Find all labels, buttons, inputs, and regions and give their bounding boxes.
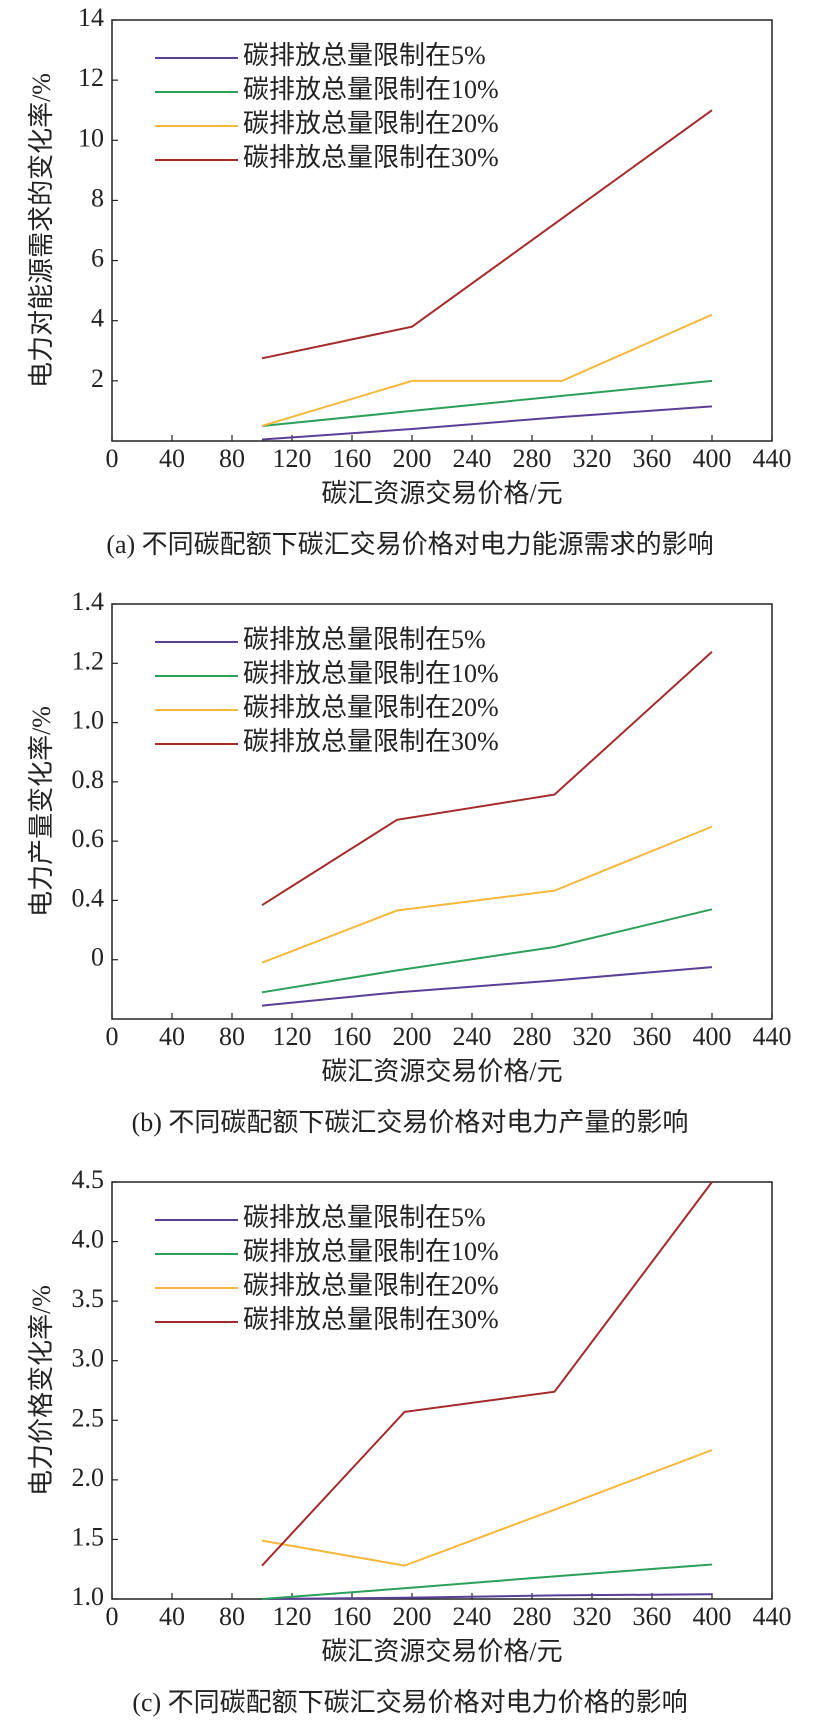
line-series [261, 1563, 713, 1600]
y-tick-label: 6 [91, 244, 104, 273]
legend-label: 碳排放总量限制在20% [243, 109, 499, 138]
x-tick-label: 40 [159, 1602, 185, 1631]
legend-label: 碳排放总量限制在30% [243, 1305, 499, 1334]
legend-label: 碳排放总量限制在20% [243, 1271, 499, 1300]
y-tick-label: 8 [91, 183, 104, 212]
y-tick-label: 1.0 [72, 1582, 105, 1611]
legend-label: 碳排放总量限制在10% [243, 1237, 499, 1266]
line-series [261, 405, 713, 441]
y-axis-label: 电力价格变化率/% [27, 1285, 56, 1496]
legend-label: 碳排放总量限制在5% [243, 1203, 486, 1232]
x-tick-label: 200 [393, 444, 432, 473]
y-axis-label: 电力对能源需求的变化率/% [27, 73, 56, 388]
y-tick-label: 0.8 [72, 765, 105, 794]
x-tick-label: 0 [106, 1602, 119, 1631]
y-tick-label: 0.4 [72, 883, 105, 912]
x-axis-label: 碳汇资源交易价格/元 [321, 1057, 562, 1086]
x-tick-label: 120 [273, 444, 312, 473]
y-tick-label: 0 [91, 943, 104, 972]
line-series [261, 1181, 713, 1567]
y-tick-label: 2 [91, 364, 104, 393]
legend-label: 碳排放总量限制在10% [243, 659, 499, 688]
legend-label: 碳排放总量限制在30% [243, 143, 499, 172]
x-tick-label: 160 [333, 1602, 372, 1631]
x-tick-label: 80 [219, 444, 245, 473]
x-tick-label: 400 [693, 444, 732, 473]
x-tick-label: 40 [159, 1022, 185, 1051]
legend-label: 碳排放总量限制在20% [243, 693, 499, 722]
x-tick-label: 200 [393, 1602, 432, 1631]
x-tick-label: 440 [753, 1602, 792, 1631]
y-axis-label: 电力产量变化率/% [27, 706, 56, 917]
legend-label: 碳排放总量限制在30% [243, 727, 499, 756]
y-tick-label: 2.0 [72, 1463, 105, 1492]
x-tick-label: 40 [159, 444, 185, 473]
x-tick-label: 360 [633, 1022, 672, 1051]
caption: (b) 不同碳配额下碳汇交易价格对电力产量的影响 [132, 1108, 689, 1137]
caption: (a) 不同碳配额下碳汇交易价格对电力能源需求的影响 [106, 530, 713, 559]
y-tick-label: 1.5 [72, 1522, 105, 1551]
x-tick-label: 360 [633, 1602, 672, 1631]
x-tick-label: 240 [453, 444, 492, 473]
x-tick-label: 80 [219, 1602, 245, 1631]
y-tick-label: 10 [78, 123, 104, 152]
line-series [261, 908, 713, 994]
plot-frame [111, 603, 773, 1020]
y-tick-label: 2.5 [72, 1403, 105, 1432]
x-tick-label: 240 [453, 1602, 492, 1631]
x-tick-label: 320 [573, 1022, 612, 1051]
x-tick-label: 440 [753, 1022, 792, 1051]
x-tick-label: 0 [106, 444, 119, 473]
line-series [261, 825, 713, 964]
x-axis-label: 碳汇资源交易价格/元 [321, 1637, 562, 1666]
x-tick-label: 0 [106, 1022, 119, 1051]
x-tick-label: 280 [513, 1022, 552, 1051]
x-tick-label: 320 [573, 1602, 612, 1631]
y-tick-label: 4 [91, 304, 104, 333]
x-axis-label: 碳汇资源交易价格/元 [321, 479, 562, 508]
line-series [261, 313, 713, 427]
y-tick-label: 1.0 [72, 706, 105, 735]
x-tick-label: 200 [393, 1022, 432, 1051]
x-tick-label: 360 [633, 444, 672, 473]
x-tick-label: 320 [573, 444, 612, 473]
x-tick-label: 160 [333, 1022, 372, 1051]
x-tick-label: 120 [273, 1602, 312, 1631]
y-tick-label: 1.2 [72, 646, 105, 675]
legend-label: 碳排放总量限制在10% [243, 75, 499, 104]
x-tick-label: 120 [273, 1022, 312, 1051]
x-tick-label: 440 [753, 444, 792, 473]
line-series [261, 966, 713, 1007]
x-tick-label: 280 [513, 1602, 552, 1631]
plot-frame [111, 1181, 773, 1600]
x-tick-label: 400 [693, 1022, 732, 1051]
y-tick-label: 12 [78, 63, 104, 92]
x-tick-label: 160 [333, 444, 372, 473]
y-tick-label: 4.5 [72, 1165, 105, 1194]
legend-label: 碳排放总量限制在5% [243, 625, 486, 654]
x-tick-label: 280 [513, 444, 552, 473]
plot-frame [111, 19, 773, 442]
y-tick-label: 3.5 [72, 1284, 105, 1313]
x-tick-label: 80 [219, 1022, 245, 1051]
line-series [261, 379, 713, 427]
legend-label: 碳排放总量限制在5% [243, 41, 486, 70]
y-tick-label: 14 [78, 3, 104, 32]
line-series [261, 1449, 713, 1567]
caption: (c) 不同碳配额下碳汇交易价格对电力价格的影响 [132, 1688, 687, 1717]
y-tick-label: 1.4 [72, 587, 105, 616]
line-series [261, 650, 713, 907]
y-tick-label: 3.0 [72, 1344, 105, 1373]
line-series [261, 1593, 713, 1600]
line-series [261, 109, 713, 360]
y-tick-label: 4.0 [72, 1225, 105, 1254]
x-tick-label: 240 [453, 1022, 492, 1051]
y-tick-label: 0.6 [72, 824, 105, 853]
x-tick-label: 400 [693, 1602, 732, 1631]
